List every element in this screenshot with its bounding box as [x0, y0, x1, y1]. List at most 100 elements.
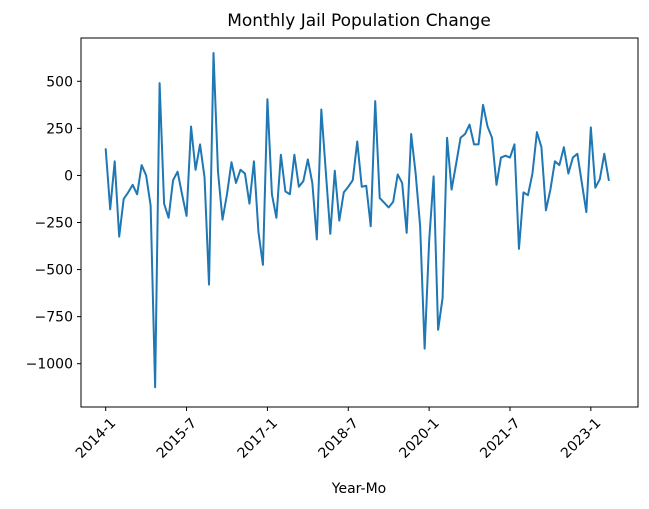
data-point — [316, 239, 318, 241]
data-point — [294, 154, 296, 156]
data-point — [514, 144, 516, 146]
data-point — [330, 233, 332, 235]
data-point — [244, 173, 246, 175]
data-point — [388, 207, 390, 209]
data-point — [235, 182, 237, 184]
x-tick-label: 2015-7 — [154, 415, 200, 461]
data-point — [595, 187, 597, 189]
data-point — [195, 169, 197, 171]
data-point — [469, 124, 471, 126]
chart-title: Monthly Jail Population Change — [227, 11, 491, 31]
data-point — [123, 198, 125, 200]
data-point — [343, 192, 345, 194]
x-tick-label: 2014-1 — [73, 415, 119, 461]
data-point — [527, 194, 529, 196]
data-point — [338, 220, 340, 222]
data-point — [361, 186, 363, 188]
data-point — [222, 219, 224, 221]
data-point — [568, 173, 570, 175]
data-point — [141, 164, 143, 166]
data-point — [550, 189, 552, 191]
data-point — [496, 184, 498, 186]
data-point — [509, 157, 511, 159]
data-point — [163, 203, 165, 205]
data-point — [374, 100, 376, 102]
data-point — [415, 173, 417, 175]
data-point — [545, 209, 547, 211]
data-point — [150, 205, 152, 207]
data-point — [334, 170, 336, 172]
data-point — [410, 133, 412, 135]
data-point — [559, 164, 561, 166]
data-point — [253, 161, 255, 163]
data-point — [226, 193, 228, 195]
data-point — [289, 193, 291, 195]
x-tick-label: 2018-7 — [316, 415, 362, 461]
data-point — [554, 161, 556, 163]
data-point — [491, 137, 493, 139]
data-point — [590, 127, 592, 129]
data-point — [428, 241, 430, 243]
data-point — [464, 133, 466, 135]
data-point — [352, 179, 354, 181]
x-tick-label: 2020-1 — [396, 415, 442, 461]
y-tick-label: −250 — [35, 216, 73, 232]
data-point — [303, 180, 305, 182]
data-point — [523, 192, 525, 194]
data-point — [532, 173, 534, 175]
data-point — [132, 184, 134, 186]
data-point — [285, 191, 287, 193]
data-point — [177, 171, 179, 173]
data-point — [433, 176, 435, 178]
data-point — [604, 153, 606, 155]
data-point — [356, 141, 358, 143]
data-point — [249, 203, 251, 205]
data-point — [541, 146, 543, 148]
data-point — [370, 225, 372, 227]
plot-frame — [80, 37, 639, 408]
data-point — [581, 182, 583, 184]
data-point — [460, 137, 462, 139]
plot-area — [104, 52, 610, 389]
x-tick-label: 2023-1 — [558, 415, 604, 461]
data-point — [136, 193, 138, 195]
data-point — [168, 217, 170, 219]
data-point — [577, 153, 579, 155]
data-point — [213, 52, 215, 54]
y-tick-label: 500 — [46, 74, 73, 90]
data-point — [401, 182, 403, 184]
data-point — [599, 178, 601, 180]
data-point — [145, 175, 147, 177]
data-point — [482, 104, 484, 106]
data-point — [383, 202, 385, 204]
x-axis: 2014-1 2015-7 2017-1 2018-7 2020-1 2021-7 2023… — [73, 407, 604, 462]
data-point — [478, 144, 480, 146]
data-point — [114, 161, 116, 163]
data-point — [258, 231, 260, 233]
data-point — [307, 159, 309, 161]
data-point — [321, 109, 323, 111]
data-point — [451, 189, 453, 191]
data-point — [487, 126, 489, 128]
data-point — [262, 264, 264, 266]
data-point — [271, 193, 273, 195]
data-point — [518, 248, 520, 250]
data-point — [190, 126, 192, 128]
data-point — [312, 182, 314, 184]
data-point — [586, 211, 588, 213]
data-point — [473, 144, 475, 146]
x-axis-label: Year-Mo — [331, 481, 386, 497]
data-point — [127, 192, 129, 194]
data-point — [240, 169, 242, 171]
data-point — [204, 177, 206, 179]
y-tick-label: 250 — [46, 121, 73, 137]
data-point — [455, 163, 457, 165]
data-point — [365, 185, 367, 187]
data-point — [442, 297, 444, 299]
data-point — [437, 329, 439, 331]
data-point — [419, 225, 421, 227]
data-point — [208, 284, 210, 286]
data-point — [397, 174, 399, 176]
data-point — [109, 209, 111, 211]
